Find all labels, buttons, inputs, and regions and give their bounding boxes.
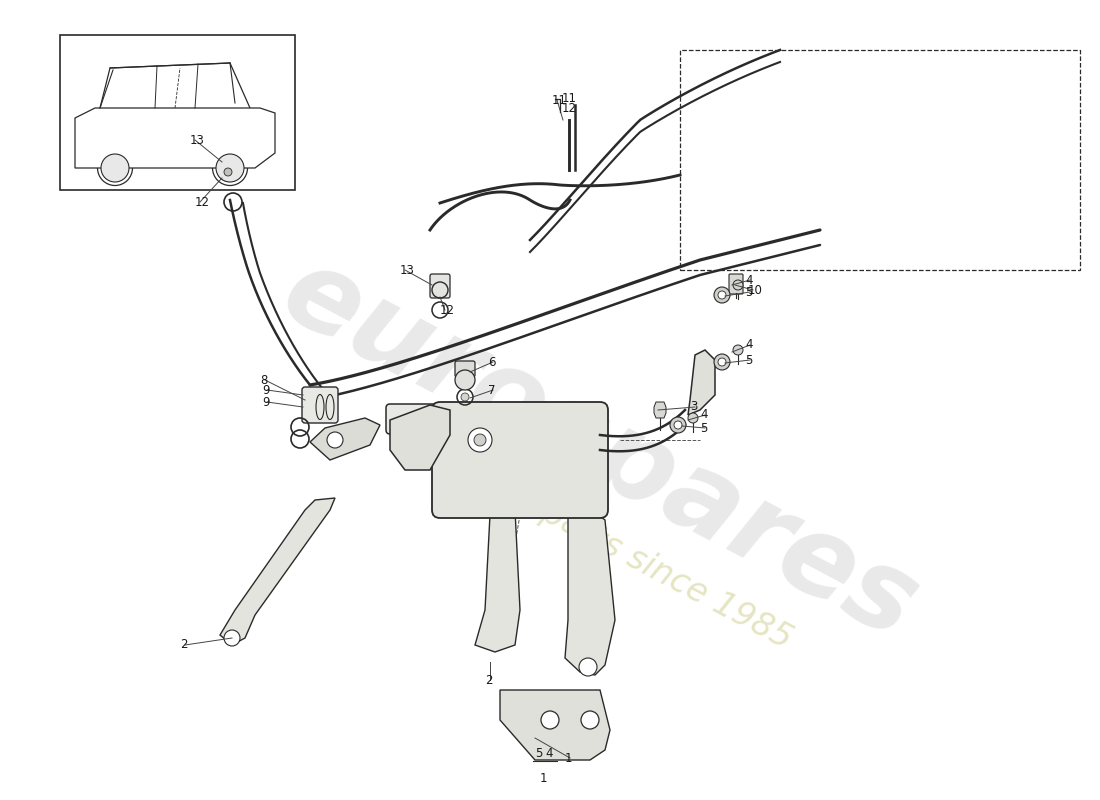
Text: 5: 5 [700, 422, 707, 434]
Text: 12: 12 [195, 195, 210, 209]
Text: 4: 4 [544, 747, 552, 760]
Text: 8: 8 [260, 374, 267, 386]
Circle shape [224, 630, 240, 646]
Circle shape [224, 168, 232, 176]
Circle shape [474, 434, 486, 446]
Text: 1: 1 [565, 751, 572, 765]
Circle shape [688, 413, 698, 423]
Circle shape [101, 154, 129, 182]
Text: 6: 6 [488, 355, 495, 369]
Text: 4: 4 [745, 338, 752, 351]
Polygon shape [500, 690, 610, 760]
FancyBboxPatch shape [430, 274, 450, 298]
Polygon shape [310, 418, 380, 460]
Circle shape [714, 354, 730, 370]
Polygon shape [565, 502, 615, 675]
Text: 7: 7 [488, 383, 495, 397]
FancyBboxPatch shape [455, 361, 475, 377]
Circle shape [216, 154, 244, 182]
Text: 9: 9 [262, 395, 270, 409]
Circle shape [455, 370, 475, 390]
Circle shape [468, 428, 492, 452]
Text: 1: 1 [539, 772, 547, 785]
Circle shape [461, 393, 469, 401]
Circle shape [541, 711, 559, 729]
FancyBboxPatch shape [386, 404, 514, 434]
Bar [60, 35, 295, 190]
Text: 2: 2 [180, 638, 187, 651]
Circle shape [327, 432, 343, 448]
Polygon shape [220, 498, 336, 645]
Polygon shape [688, 350, 715, 415]
Circle shape [733, 280, 742, 290]
Circle shape [718, 358, 726, 366]
Text: 4: 4 [745, 274, 752, 286]
Text: 10: 10 [748, 283, 763, 297]
Text: 5: 5 [535, 747, 542, 760]
Bar [680, 50, 1080, 270]
Text: 12: 12 [562, 102, 578, 115]
Text: 12: 12 [440, 303, 455, 317]
Circle shape [579, 658, 597, 676]
Text: 11: 11 [562, 93, 578, 106]
Text: 2: 2 [485, 674, 493, 686]
Circle shape [674, 421, 682, 429]
Text: 5: 5 [745, 286, 752, 298]
Text: a porsche parts since 1985: a porsche parts since 1985 [382, 414, 798, 656]
Circle shape [714, 287, 730, 303]
Text: 3: 3 [690, 401, 697, 414]
Circle shape [581, 711, 600, 729]
Polygon shape [654, 402, 666, 418]
Text: 5: 5 [745, 354, 752, 366]
FancyBboxPatch shape [302, 387, 338, 423]
Polygon shape [390, 405, 450, 470]
Text: 4: 4 [700, 409, 707, 422]
Circle shape [220, 164, 236, 180]
Circle shape [718, 291, 726, 299]
FancyBboxPatch shape [432, 402, 608, 518]
Polygon shape [475, 502, 520, 652]
Circle shape [670, 417, 686, 433]
Text: 9: 9 [262, 383, 270, 397]
Text: 13: 13 [400, 263, 415, 277]
Text: 13: 13 [190, 134, 205, 146]
Text: 11: 11 [552, 94, 567, 106]
Text: eurospares: eurospares [265, 238, 935, 662]
Circle shape [733, 345, 742, 355]
FancyBboxPatch shape [729, 274, 743, 294]
